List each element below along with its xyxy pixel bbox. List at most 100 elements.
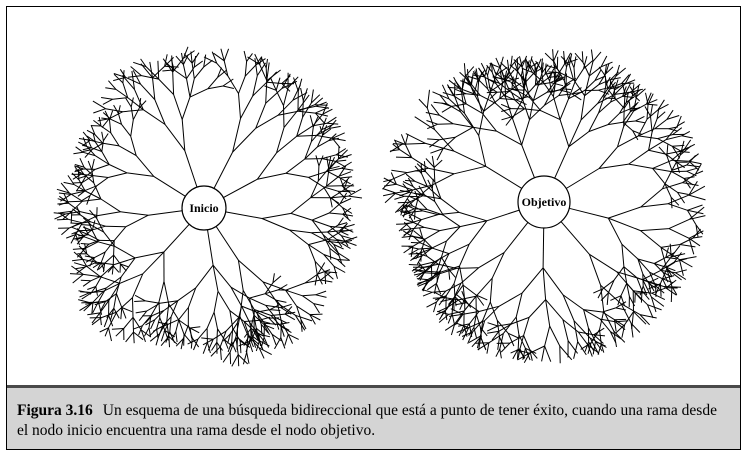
tree-branch	[253, 315, 257, 329]
tree-branch	[193, 60, 203, 68]
tree-branch	[241, 305, 251, 323]
tree-branch	[462, 284, 477, 296]
tree-branch	[549, 81, 552, 93]
tree-branch	[421, 173, 428, 187]
tree-branch	[608, 217, 641, 232]
tree-branch	[507, 332, 520, 339]
tree-branch	[478, 111, 485, 136]
tree-branch	[110, 118, 122, 125]
tree-branch	[246, 53, 253, 62]
tree-branch	[236, 305, 243, 324]
tree-branch	[608, 206, 641, 219]
tree-branch	[327, 170, 341, 179]
tree-branch	[512, 79, 525, 89]
tree-branch	[451, 299, 454, 314]
tree-branch	[382, 179, 392, 190]
tree-branch	[677, 191, 689, 195]
tree-branch	[118, 145, 137, 157]
tree-branch	[560, 55, 570, 66]
caption-text: Un esquema de una búsqueda bidireccional…	[17, 402, 717, 439]
tree-branch	[315, 112, 329, 117]
tree-branch	[524, 348, 531, 361]
tree-branch	[407, 198, 414, 207]
tree-branch	[650, 104, 654, 117]
tree-branch	[113, 226, 127, 241]
tree-branch	[637, 258, 650, 273]
tree-branch	[569, 207, 609, 219]
tree-branch	[565, 73, 567, 85]
tree-branch	[249, 322, 253, 337]
tree-branch	[71, 200, 83, 212]
tree-branch	[120, 263, 127, 272]
tree-branch	[422, 210, 439, 216]
tree-branch	[96, 218, 105, 233]
tree-branch	[170, 300, 179, 317]
tree-branch	[383, 179, 392, 183]
tree-branch	[624, 73, 632, 85]
tree-branch	[82, 229, 92, 238]
tree-branch	[481, 112, 497, 132]
tree-branch	[458, 295, 477, 301]
tree-branch	[164, 54, 168, 67]
tree-branch	[160, 330, 166, 342]
tree-branch	[448, 243, 470, 255]
tree-branch	[602, 307, 616, 313]
tree-branch	[431, 256, 442, 267]
tree-branch	[312, 116, 319, 128]
tree-branch	[688, 194, 706, 201]
tree-branch	[87, 312, 100, 316]
tree-branch	[622, 120, 636, 123]
tree-branch	[620, 283, 628, 296]
tree-branch	[461, 323, 470, 334]
tree-branch	[320, 271, 332, 281]
tree-branch	[258, 347, 272, 356]
tree-branch	[281, 80, 298, 89]
tree-branch	[264, 324, 275, 330]
tree-branch	[427, 179, 433, 190]
tree-branch	[392, 143, 400, 150]
tree-branch	[99, 301, 106, 312]
tree-branch	[473, 314, 477, 328]
tree-branch	[120, 307, 123, 320]
tree-branch	[100, 198, 121, 213]
tree-branch	[280, 326, 292, 334]
tree-branch	[695, 170, 704, 175]
tree-branch	[650, 116, 653, 132]
tree-branch	[410, 210, 423, 213]
tree-branch	[552, 77, 557, 97]
tree-branch	[404, 218, 414, 223]
tree-branch	[688, 185, 706, 196]
tree-branch	[665, 125, 678, 140]
tree-branch	[623, 108, 625, 127]
tree-branch	[264, 293, 277, 301]
tree-branch	[642, 279, 652, 298]
tree-branch	[552, 96, 561, 120]
tree-branch	[636, 277, 643, 291]
tree-branch	[103, 231, 116, 247]
tree-branch	[447, 313, 453, 324]
tree-branch	[425, 158, 435, 168]
tree-branch	[451, 313, 456, 326]
tree-branch	[258, 334, 262, 347]
tree-branch	[460, 111, 474, 128]
tree-branch	[69, 222, 83, 229]
tree-branch	[402, 181, 414, 188]
tree-branch	[404, 133, 409, 145]
tree-branch	[90, 275, 103, 282]
tree-branch	[285, 172, 309, 178]
tree-branch	[178, 319, 191, 329]
tree-branch	[526, 60, 530, 70]
tree-branch	[424, 230, 441, 240]
tree-branch	[101, 151, 110, 165]
tree-branch	[323, 186, 339, 192]
tree-branch	[119, 69, 126, 78]
tree-branch	[262, 281, 286, 291]
tree-branch	[441, 84, 450, 100]
tree-branch	[263, 337, 270, 348]
tree-branch	[465, 66, 475, 77]
tree-branch	[311, 212, 330, 221]
tree-branch	[285, 289, 298, 307]
tree-branch	[97, 241, 116, 247]
tree-branch	[81, 195, 91, 202]
tree-branch	[255, 328, 260, 340]
